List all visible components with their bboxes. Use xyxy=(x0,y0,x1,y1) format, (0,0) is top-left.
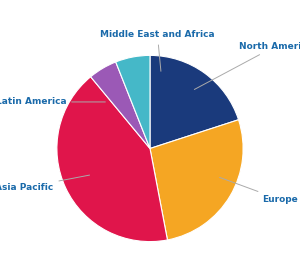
Text: Europe: Europe xyxy=(220,177,298,204)
Wedge shape xyxy=(150,120,243,240)
Text: Asia Pacific: Asia Pacific xyxy=(0,175,89,192)
Wedge shape xyxy=(150,55,238,148)
Wedge shape xyxy=(57,77,167,242)
Text: North America: North America xyxy=(194,42,300,89)
Text: Middle East and Africa: Middle East and Africa xyxy=(100,31,215,71)
Wedge shape xyxy=(116,55,150,148)
Text: Latin America: Latin America xyxy=(0,97,105,106)
Wedge shape xyxy=(91,62,150,148)
Text: Overview of the Global Suitcase Market Value (Share %), By Region, 2021: Overview of the Global Suitcase Market V… xyxy=(0,10,300,19)
